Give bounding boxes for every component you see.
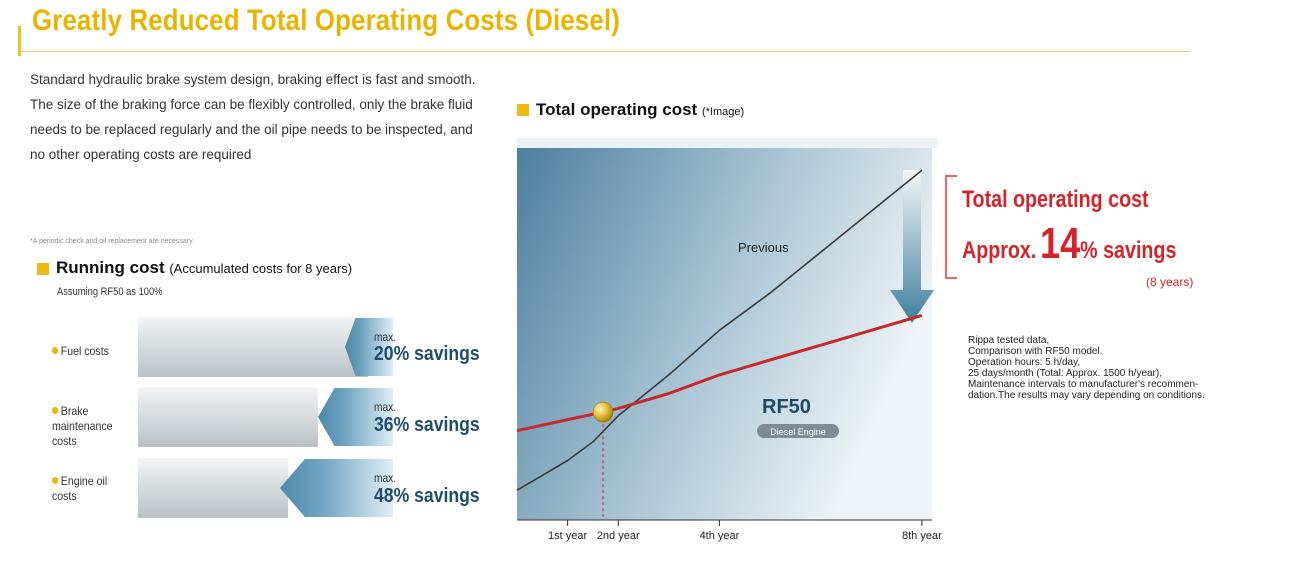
total-cost-title: Total operating cost: [536, 100, 698, 119]
series-label-previous: Previous: [738, 240, 789, 255]
x-tick-label: 1st year: [548, 530, 587, 542]
fuel-savings-max: max.: [374, 330, 397, 344]
brake-savings-value: 36% savings: [374, 414, 480, 436]
x-tick-label: 8th year: [902, 530, 942, 542]
bullet-dot-icon: [52, 477, 59, 484]
fuel-savings-value: 20% savings: [374, 343, 480, 365]
condition-line: Operation hours: 5 h/day,: [968, 357, 1081, 368]
test-conditions: Rippa tested data, Comparison with RF50 …: [968, 335, 1288, 401]
running-cost-bullet-icon: [37, 263, 49, 275]
fuel-savings-arrow: [345, 318, 393, 376]
fuel-costs-label: Fuel costs: [52, 344, 131, 359]
bullet-dot-icon: [52, 407, 59, 414]
callout-bracket: [945, 175, 957, 279]
bullet-dot-icon: [52, 347, 59, 354]
title-accent-bar: [18, 26, 21, 56]
diesel-engine-tag-label: Diesel Engine: [770, 427, 826, 437]
x-tick-label: 4th year: [700, 530, 740, 542]
brake-savings-max: max.: [374, 400, 397, 414]
condition-line: Maintenance intervals to manufacturer's …: [968, 379, 1199, 390]
plot-area: [517, 148, 932, 520]
footnote: *A periodic check and oil replacement ar…: [30, 238, 195, 245]
plot-top-bevel: [517, 138, 937, 148]
intro-paragraph: Standard hydraulic brake system design, …: [30, 72, 476, 162]
savings-down-arrow: [890, 170, 934, 323]
total-cost-heading: Total operating cost (*Image): [536, 100, 744, 120]
running-cost-heading: Running cost (Accumulated costs for 8 ye…: [56, 258, 352, 278]
series-line-previous: [516, 169, 923, 491]
condition-line: Rippa tested data,: [968, 335, 1050, 346]
engine-oil-costs-bar: [138, 458, 288, 518]
engine-oil-savings-value: 48% savings: [374, 485, 480, 507]
savings-callout-line2: Approx. 14% savings: [962, 219, 1177, 268]
series-label-rf50: RF50: [762, 396, 811, 418]
total-cost-chart: 1st year 2nd year 4th year 8th year Previou…: [516, 138, 942, 542]
condition-line: 25 days/month (Total: Approx. 1500 h/yea…: [968, 368, 1162, 379]
condition-line: dation.The results may vary depending on…: [968, 390, 1205, 401]
crossover-point-marker: [592, 401, 614, 423]
running-cost-title: Running cost: [56, 258, 165, 277]
savings-callout-line1: Total operating cost: [962, 186, 1149, 213]
running-cost-assumption: Assuming RF50 as 100%: [57, 286, 163, 298]
savings-callout-years: (8 years): [1146, 275, 1194, 289]
series-line-rf50: [516, 313, 923, 433]
fuel-costs-bar: [138, 317, 368, 377]
engine-oil-savings-max: max.: [374, 471, 397, 485]
title-underline: [18, 51, 1190, 52]
brake-savings-arrow: [318, 388, 393, 446]
total-cost-subtitle: (*Image): [701, 106, 745, 118]
brake-maintenance-costs-bar: [138, 387, 318, 447]
condition-line: Comparison with RF50 model.: [968, 346, 1103, 357]
total-cost-bullet-icon: [517, 104, 529, 116]
brake-maintenance-costs-label: Brake maintenance costs: [52, 404, 113, 448]
running-cost-subtitle: (Accumulated costs for 8 years): [169, 261, 353, 276]
engine-oil-savings-arrow: [280, 459, 393, 517]
diesel-engine-tag: [757, 424, 839, 438]
page-title: Greatly Reduced Total Operating Costs (D…: [32, 4, 621, 37]
engine-oil-costs-label: Engine oil costs: [52, 474, 108, 503]
x-tick-label: 2nd year: [597, 530, 640, 542]
